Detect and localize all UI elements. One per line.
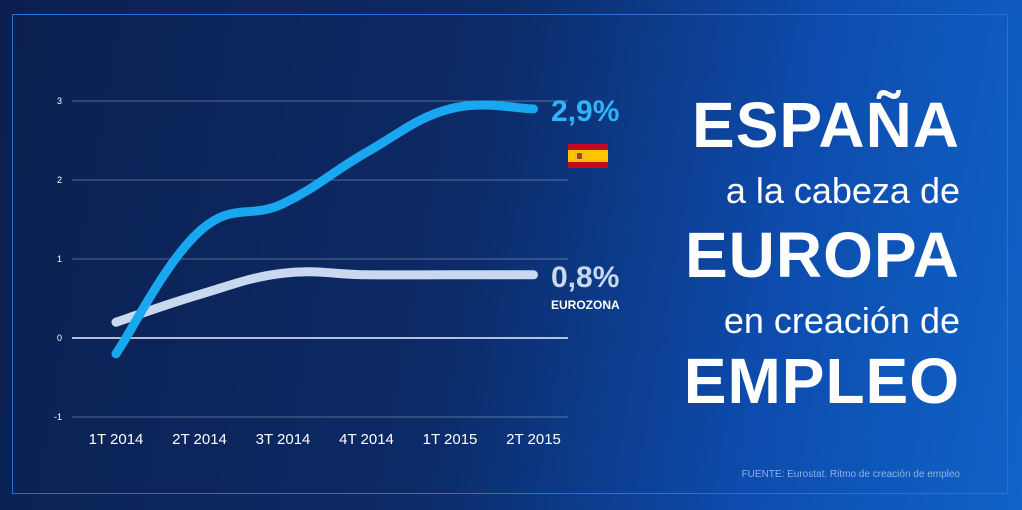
- spain-flag-icon: [568, 144, 608, 168]
- y-tick-label: 3: [57, 96, 62, 106]
- x-tick-label: 2T 2014: [172, 431, 227, 448]
- y-tick-label: 2: [57, 175, 62, 185]
- source-note: FUENTE: Eurostat. Ritmo de creación de e…: [741, 469, 960, 480]
- y-tick-label: 1: [57, 254, 62, 264]
- y-tick-label: -1: [54, 412, 62, 422]
- series-line-spain: [111, 100, 538, 359]
- headline-subtitle-2: en creación de: [723, 300, 960, 341]
- headline-empleo: EMPLEO: [683, 345, 960, 417]
- frame-border: [12, 14, 1008, 494]
- x-tick-label: 4T 2014: [339, 431, 394, 448]
- end-label-eurozone: 0,8%: [551, 261, 619, 294]
- x-tick-label: 2T 2015: [506, 431, 561, 448]
- headline-subtitle-1: a la cabeza de: [725, 170, 960, 211]
- y-tick-label: 0: [57, 333, 62, 343]
- series-line-eurozone: [111, 267, 538, 327]
- end-label-spain: 2,9%: [551, 95, 619, 128]
- x-tick-label: 1T 2015: [423, 431, 478, 448]
- x-tick-label: 3T 2014: [256, 431, 311, 448]
- series-sublabel-eurozone: EUROZONA: [551, 298, 620, 312]
- x-tick-label: 1T 2014: [89, 431, 144, 448]
- headline-spain: ESPAÑA: [692, 89, 960, 161]
- headline-europa: EUROPA: [684, 219, 960, 291]
